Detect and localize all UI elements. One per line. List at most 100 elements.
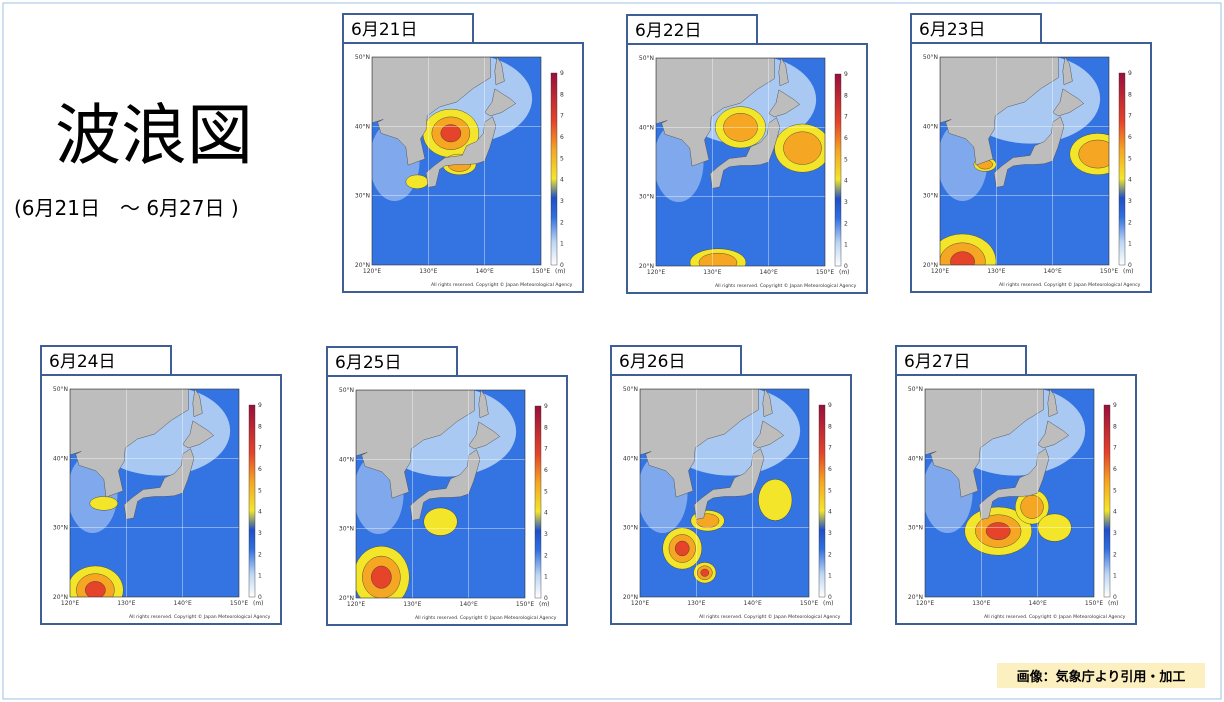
colorbar-tick: 0 [1113, 594, 1117, 601]
colorbar-tick: 5 [828, 487, 832, 494]
lat-label: 40°N [623, 455, 638, 462]
land [484, 88, 517, 117]
lat-label: 40°N [908, 455, 923, 462]
land [778, 58, 789, 87]
copyright: All rights reserved. Copyright © Japan M… [715, 282, 857, 289]
lon-label: 150°E [800, 600, 818, 607]
colorbar-tick: 2 [1128, 219, 1132, 226]
colorbar-tick: 7 [258, 445, 262, 452]
colorbar-tick: 1 [1113, 573, 1117, 580]
colorbar-tick: 6 [1128, 134, 1132, 141]
colorbar-unit: (m) [253, 600, 264, 607]
lat-label: 20°N [623, 594, 638, 601]
colorbar-tick: 9 [258, 402, 262, 409]
wave-area [783, 131, 822, 165]
copyright: All rights reserved. Copyright © Japan M… [999, 281, 1141, 288]
lon-label: 130°E [703, 269, 721, 276]
lat-label: 30°N [339, 526, 354, 533]
colorbar-tick: 3 [1113, 530, 1117, 537]
land [356, 390, 475, 499]
colorbar-tick: 7 [1128, 113, 1132, 120]
colorbar [248, 404, 256, 598]
colorbar-tick: 9 [828, 402, 832, 409]
copyright: All rights reserved. Copyright © Japan M… [129, 613, 271, 620]
lon-label: 120°E [916, 600, 934, 607]
colorbar-tick: 8 [844, 92, 848, 99]
map-border [371, 56, 542, 266]
lon-label: 130°E [687, 600, 705, 607]
lon-label: 120°E [631, 600, 649, 607]
map-area [356, 390, 525, 598]
lat-label: 50°N [908, 386, 923, 393]
land [925, 389, 1044, 498]
wave-area [405, 174, 429, 189]
lon-label: 120°E [647, 269, 665, 276]
land [468, 421, 501, 450]
colorbar-tick: 3 [828, 530, 832, 537]
colorbar-tick: 2 [560, 219, 564, 226]
colorbar-tick: 6 [258, 466, 262, 473]
slide-subtitle: (6月21日 ～ 6月27日 ) [14, 196, 239, 220]
lat-label: 50°N [623, 386, 638, 393]
lon-label: 120°E [61, 600, 79, 607]
land [182, 420, 215, 449]
lon-label: 120°E [931, 268, 949, 275]
map-area [372, 57, 541, 265]
wave-area [758, 479, 793, 521]
panel-label-box [895, 345, 1027, 376]
land [372, 57, 491, 166]
credit-box [997, 663, 1205, 688]
colorbar-tick: 0 [828, 594, 832, 601]
colorbar-tick: 0 [1128, 262, 1132, 269]
panel-label-box [342, 13, 474, 44]
colorbar-tick: 8 [560, 91, 564, 98]
land [762, 389, 773, 418]
colorbar-tick: 9 [1113, 402, 1117, 409]
lon-label: 120°E [363, 268, 381, 275]
colorbar-tick: 4 [560, 177, 564, 184]
colorbar-tick: 0 [544, 595, 548, 602]
colorbar-tick: 1 [1128, 241, 1132, 248]
colorbar-unit: (m) [823, 600, 834, 607]
map-border [939, 56, 1110, 266]
wave-area [674, 540, 690, 557]
map-area [70, 389, 239, 597]
colorbar-tick: 7 [1113, 445, 1117, 452]
lon-label: 130°E [419, 268, 437, 275]
land [70, 389, 189, 498]
colorbar-tick: 6 [560, 134, 564, 141]
colorbar-tick: 5 [1128, 155, 1132, 162]
wave-area [985, 522, 1011, 541]
colorbar-tick: 4 [844, 178, 848, 185]
panel-label-box [610, 345, 742, 376]
colorbar-tick: 8 [828, 423, 832, 430]
colorbar-tick: 2 [1113, 551, 1117, 558]
lat-label: 30°N [623, 525, 638, 532]
colorbar-tick: 7 [828, 445, 832, 452]
copyright: All rights reserved. Copyright © Japan M… [984, 613, 1126, 620]
land [752, 420, 785, 449]
lon-label: 150°E [230, 600, 248, 607]
colorbar-tick: 9 [844, 71, 848, 78]
colorbar-tick: 6 [828, 466, 832, 473]
colorbar-tick: 0 [560, 262, 564, 269]
colorbar-tick: 1 [560, 241, 564, 248]
colorbar-tick: 6 [1113, 466, 1117, 473]
lon-label: 130°E [117, 600, 135, 607]
copyright: All rights reserved. Copyright © Japan M… [431, 281, 573, 288]
map-area [925, 389, 1094, 597]
colorbar-tick: 8 [258, 423, 262, 430]
colorbar-tick: 1 [544, 574, 548, 581]
land [656, 58, 775, 167]
lon-label: 150°E [816, 269, 834, 276]
colorbar-tick: 4 [1128, 177, 1132, 184]
colorbar-unit: (m) [1123, 268, 1134, 275]
colorbar-tick: 1 [844, 242, 848, 249]
wave-area [1078, 139, 1109, 169]
colorbar-tick: 4 [258, 509, 262, 516]
